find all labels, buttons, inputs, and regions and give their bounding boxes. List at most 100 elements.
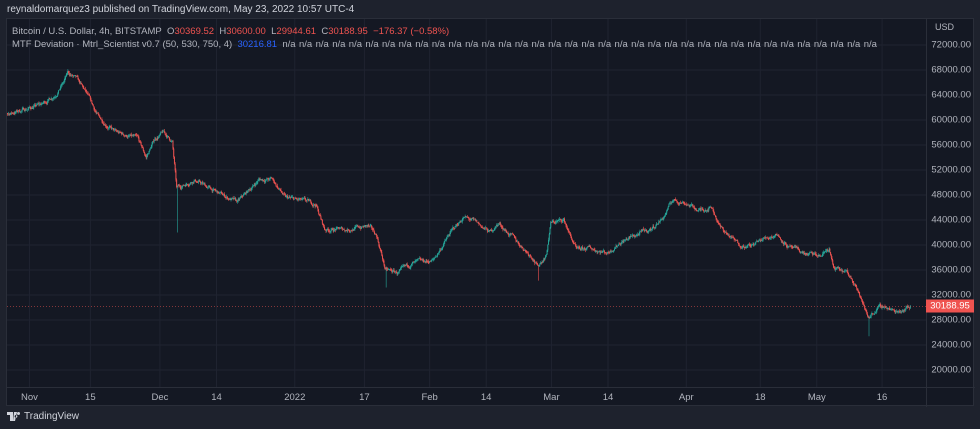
price-axis[interactable]: USD 72000.00 68000.00 64000.00 60000.00 5600… — [926, 19, 975, 387]
price-tick-label: 20000.00 — [931, 364, 971, 376]
candle-body — [178, 185, 180, 187]
indicator-title[interactable]: MTF Deviation · Mtrl_Scientist v0.7 (50,… — [12, 39, 233, 50]
candle-body — [826, 250, 828, 251]
candle-body — [324, 226, 326, 230]
candle-body — [78, 80, 80, 83]
candle-body — [776, 234, 778, 236]
candle-body — [212, 189, 214, 192]
candle-body — [628, 236, 630, 239]
candle-body — [723, 230, 725, 232]
candle-body — [258, 178, 260, 180]
candle-body — [36, 104, 38, 105]
candle-body — [422, 259, 424, 261]
indicator-na-value: n/a — [697, 39, 711, 50]
candle-body — [797, 246, 799, 249]
candle-body — [653, 227, 655, 228]
candle-body — [245, 191, 247, 195]
candle-body — [606, 253, 608, 255]
candle-body — [398, 270, 400, 273]
candle-body — [408, 267, 410, 268]
indicator-na-value: n/a — [647, 39, 661, 50]
candle-body — [57, 93, 59, 96]
price-tick-label: 32000.00 — [931, 289, 971, 301]
candle-body — [275, 183, 277, 186]
candle-body — [673, 199, 675, 201]
candle-body — [735, 239, 737, 241]
candle-body — [719, 224, 721, 227]
candle-body — [231, 198, 233, 199]
candle-body — [715, 215, 717, 219]
candle-body — [131, 135, 133, 137]
candle-body — [500, 225, 502, 228]
candle-body — [803, 252, 805, 254]
candle-body — [304, 197, 306, 200]
candle-body — [868, 317, 870, 318]
candle-body — [450, 229, 452, 231]
candle-body — [452, 227, 454, 229]
candle-body — [607, 252, 609, 253]
candle-body — [678, 203, 680, 205]
candle-body — [708, 208, 710, 211]
price-chart[interactable] — [7, 19, 926, 387]
candle-body — [308, 200, 310, 202]
indicator-na-value: n/a — [282, 39, 296, 50]
candle-body — [150, 148, 152, 150]
candle-body — [56, 95, 58, 97]
time-tick-label: Feb — [421, 392, 438, 403]
symbol-title[interactable]: Bitcoin / U.S. Dollar, 4h, BITSTAMP — [12, 26, 162, 37]
candle-body — [374, 231, 376, 235]
candle-body — [816, 255, 818, 257]
candle-body — [316, 206, 318, 208]
candle-body — [717, 222, 719, 224]
candle-body — [474, 218, 476, 220]
candle-body — [508, 234, 510, 236]
candle-body — [464, 216, 466, 218]
candle-body — [664, 216, 666, 218]
candle-body — [647, 231, 649, 233]
candle-body — [456, 224, 458, 226]
candle-body — [537, 264, 539, 266]
candle-body — [379, 246, 381, 249]
candle-body — [117, 131, 119, 133]
candle-body — [84, 88, 86, 91]
high-label: H — [219, 26, 227, 37]
candle-body — [173, 148, 175, 157]
candle-body — [10, 112, 12, 114]
candle-body — [325, 230, 327, 231]
candle-body — [557, 220, 559, 222]
candle-body — [666, 210, 668, 214]
candle-body — [316, 204, 318, 207]
candle-body — [135, 134, 137, 136]
candle-body — [585, 249, 587, 251]
candle-body — [407, 265, 409, 267]
candle-body — [148, 151, 150, 154]
candle-body — [633, 236, 635, 237]
candle-body — [722, 228, 724, 231]
candle-body — [112, 128, 114, 129]
candle-body — [451, 228, 453, 230]
candle-body — [470, 219, 472, 221]
candle-body — [627, 239, 629, 240]
candle-body — [331, 228, 333, 230]
candle-body — [404, 264, 406, 266]
candle-body — [511, 233, 513, 235]
candle-body — [872, 313, 874, 315]
candle-body — [55, 96, 57, 98]
time-tick-label: 16 — [876, 392, 888, 403]
candle-body — [330, 229, 332, 232]
candle-body — [439, 249, 441, 252]
candle-body — [881, 306, 883, 308]
candle-body — [538, 265, 540, 266]
candle-body — [142, 147, 144, 148]
candle-body — [378, 242, 380, 247]
candle-body — [130, 134, 132, 136]
indicator-na-value: n/a — [365, 39, 379, 50]
candle-body — [696, 210, 698, 212]
candle-body — [223, 194, 225, 197]
candle-body — [337, 227, 339, 228]
candle-body — [88, 94, 90, 96]
candle-body — [291, 197, 293, 198]
candle-body — [595, 251, 597, 252]
time-axis[interactable]: Nov 15 Dec 14 2022 17 Feb 14 Mar 14 Apr 18 May 16 — [7, 387, 926, 407]
candle-body — [230, 198, 232, 201]
